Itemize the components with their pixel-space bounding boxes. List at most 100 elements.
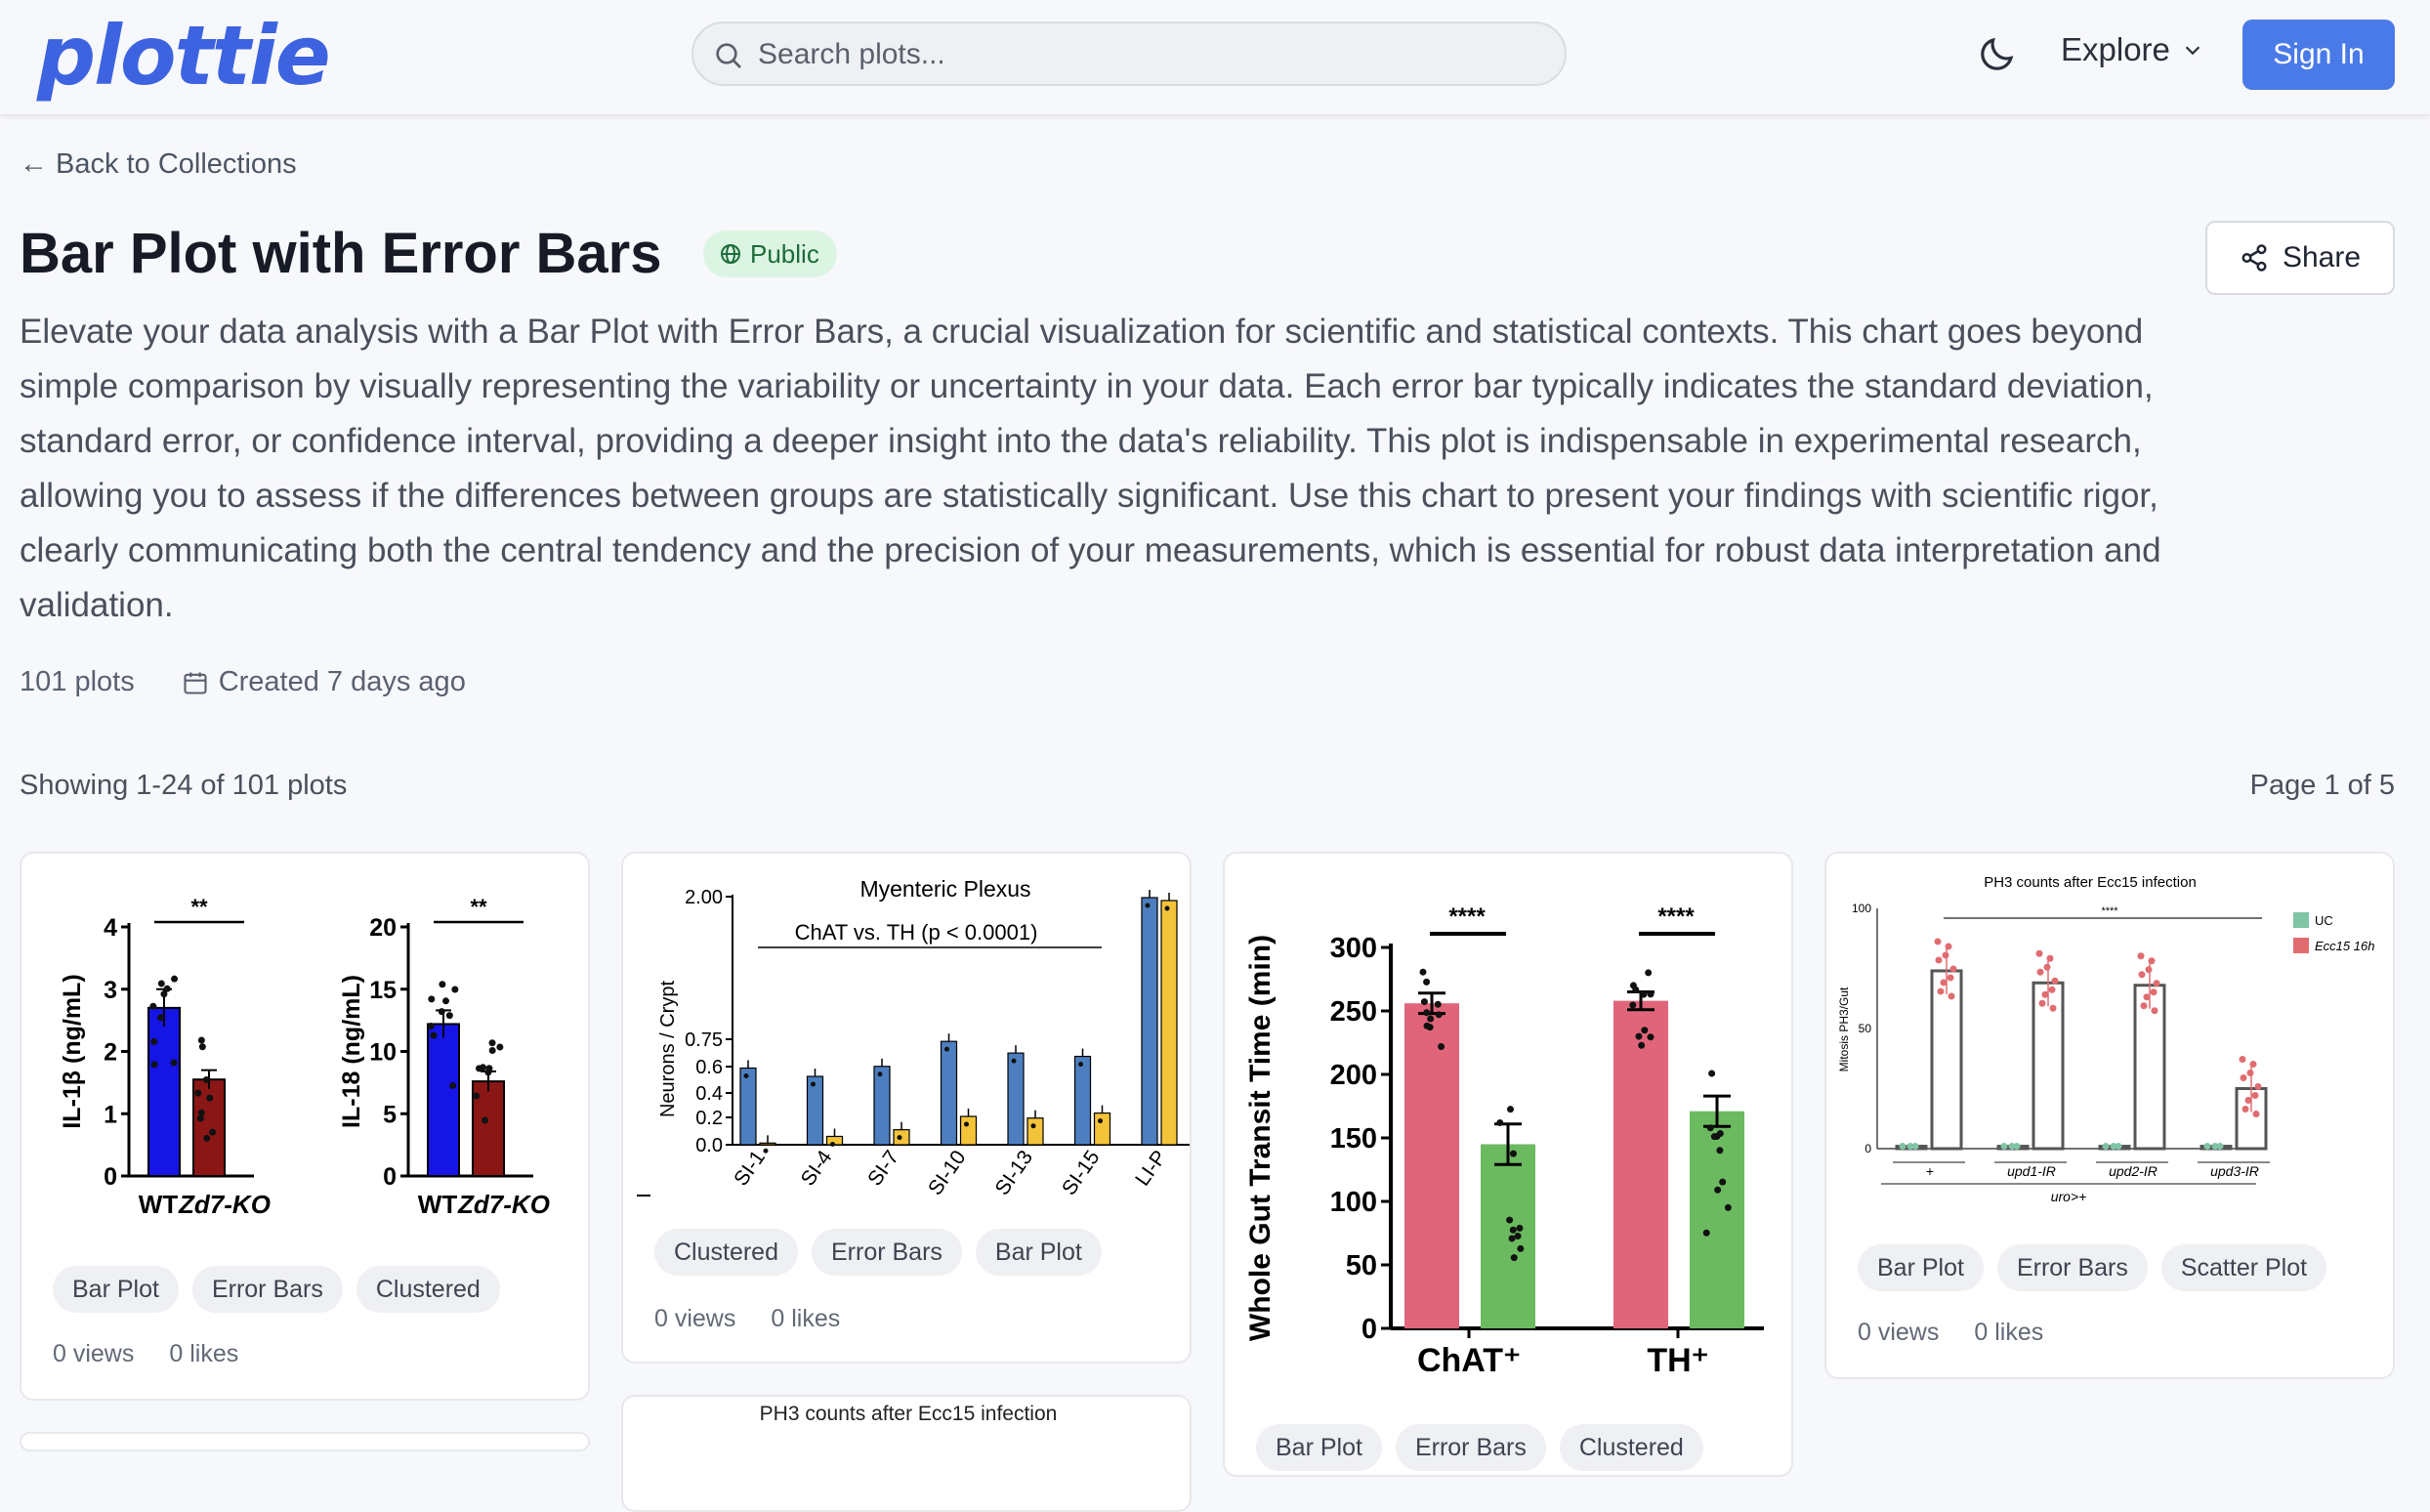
data-point [2036,968,2044,976]
x-tick-label: ChAT⁺ [1417,1342,1521,1371]
data-point [203,1134,211,1142]
data-point [1420,998,1428,1006]
plot-card[interactable]: PH3 counts after Ecc15 infection [621,1395,1192,1512]
data-point [1645,969,1653,977]
data-point [743,1072,749,1078]
tag-chip[interactable]: Clustered [356,1266,500,1313]
data-point [1629,1001,1637,1009]
bar [2133,984,2166,1151]
data-point [2239,1056,2246,1063]
collection-description: Elevate your data analysis with a Bar Pl… [20,313,2161,624]
y-axis-label: Mitosis PH3/Gut [1837,987,1851,1071]
data-point [2041,990,2049,998]
data-point [1949,965,1957,973]
chart-title: PH3 counts after Ecc15 infection [1984,874,2197,891]
data-point [430,1031,438,1039]
tag-chip[interactable]: Clustered [1559,1424,1703,1471]
data-point [496,1043,504,1051]
data-point [1719,1178,1727,1186]
data-point [2049,1004,2057,1012]
data-point [763,1148,769,1154]
plot-card[interactable]: Myenteric Plexus 0.0 0.2 0.4 0.6 0.75 2.00 Neur… [621,852,1192,1364]
bar [873,1066,891,1146]
data-point [2240,1074,2247,1081]
created-date: Created 7 days ago [182,666,466,698]
tag-chip[interactable]: Error Bars [812,1229,962,1276]
data-point [1509,1226,1517,1234]
data-point [2143,993,2151,1001]
data-point [157,1014,165,1022]
data-point [157,980,165,987]
legend-swatch [2293,912,2309,928]
tag-chip[interactable]: Clustered [654,1229,798,1276]
back-to-collections-link[interactable]: ← Back to Collections [20,148,297,180]
likes-count: 0 likes [1974,1319,2044,1346]
tag-chip[interactable]: Bar Plot [1256,1424,1382,1471]
search-input[interactable] [758,29,1539,80]
data-point [1724,1203,1732,1211]
y-tick-label: 1 [104,1101,117,1128]
explore-label: Explore [2061,31,2170,67]
data-point [1423,978,1431,986]
bottom-card-edge [20,1432,590,1451]
data-point [1647,990,1655,998]
x-axis-label: uro>+ [2051,1189,2087,1204]
tag-chip[interactable]: Scatter Plot [2160,1244,2327,1291]
tag-chip[interactable]: Bar Plot [1858,1244,1984,1291]
created-label: Created 7 days ago [218,666,466,697]
significance-label: ** [470,895,487,919]
data-point [442,997,450,1005]
results-count: Showing 1-24 of 101 plots [20,770,348,801]
y-axis-label: Whole Gut Transit Time (min) [1244,935,1277,1341]
data-point [964,1121,969,1127]
y-tick-label: 5 [383,1101,397,1128]
data-point [2244,1097,2252,1104]
tag-chip[interactable]: Bar Plot [53,1266,179,1313]
plot-thumbnail-ph3-counts: PH3 counts after Ecc15 infection 0 50 100 Mi… [1837,874,2374,1204]
plot-card[interactable]: 0 1 2 3 4 IL-1β (ng/mL) WT Zd7-KO ** 0 5 10 15 20 IL-1… [20,852,590,1401]
y-tick-label: 0 [1864,1142,1871,1155]
data-point [944,1046,949,1052]
y-tick-label: 150 [1330,1123,1377,1155]
plot-card[interactable]: 0 50 100 150 200 250 300 Whole Gut Transit Time… [1223,852,1793,1477]
data-point [1164,905,1170,911]
x-tick-label: WT [139,1190,179,1219]
tag-chip[interactable]: Error Bars [1996,1244,2148,1291]
y-tick-label: 15 [369,977,397,1004]
plot-stats: 0 views 0 likes [53,1340,238,1368]
data-point [1435,1011,1443,1019]
data-point [198,1043,206,1051]
plot-card[interactable]: PH3 counts after Ecc15 infection 0 50 100 Mi… [1824,852,2395,1379]
data-point [1427,1015,1435,1023]
data-point [1714,1186,1722,1194]
search-bar[interactable] [691,21,1567,86]
explore-dropdown[interactable]: Explore [2061,31,2203,68]
share-button[interactable]: Share [2205,221,2395,295]
sign-in-button[interactable]: Sign In [2242,20,2395,90]
plot-thumbnail-myenteric-plexus: Myenteric Plexus 0.0 0.2 0.4 0.6 0.75 2.00 Neur… [637,876,1190,1199]
data-point [1702,1229,1710,1237]
data-point [2043,963,2051,971]
plottie-logo[interactable]: plottie [37,8,331,104]
likes-count: 0 likes [169,1340,239,1367]
views-count: 0 views [53,1340,135,1367]
bar [1093,1112,1111,1146]
data-point [1508,1235,1516,1242]
data-point [438,1008,445,1016]
y-tick-label: 0 [1362,1314,1377,1345]
x-tick-label: SI-15 [1058,1147,1105,1199]
data-point [1419,968,1427,976]
plot-count: 101 plots [20,666,135,697]
tag-chip[interactable]: Error Bars [1395,1424,1546,1471]
tag-chip[interactable]: Bar Plot [975,1229,1102,1276]
data-point [449,1081,457,1089]
bar [759,1142,776,1146]
x-tick-label: WT [418,1190,458,1219]
data-point [488,1046,496,1054]
x-tick-label: SI-7 [863,1147,903,1191]
data-point [160,990,168,998]
x-tick-label: upd3-IR [2210,1163,2259,1179]
tag-chip[interactable]: Error Bars [191,1266,343,1313]
x-tick-label: LI-P [1131,1147,1171,1191]
dark-mode-moon-icon[interactable] [1977,33,2018,74]
